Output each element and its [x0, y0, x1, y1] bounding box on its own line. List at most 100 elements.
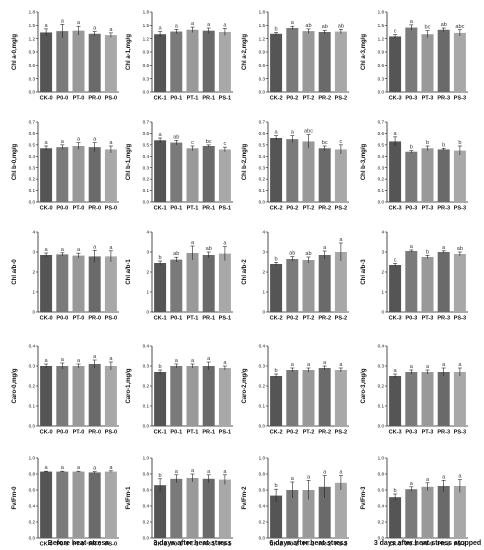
x-tick-label: PS-2 [335, 206, 347, 212]
bar [334, 482, 347, 538]
significance-letter: a [410, 364, 414, 370]
y-tick-label: 0.4 [259, 344, 266, 349]
x-tick-label: CK-0 [40, 542, 53, 548]
x-tick-label: PT-0 [73, 542, 85, 548]
significance-letter: a [442, 245, 446, 251]
x-tick-label: PT-0 [73, 316, 85, 322]
y-axis-label: Fv/Fm-3 [361, 486, 367, 510]
x-tick-label: CK-1 [154, 430, 167, 436]
x-tick-label: PS-3 [454, 96, 466, 102]
y-axis-label: Chl b-2,mg/g [242, 144, 248, 181]
y-axis-label: Fv/Fm-1 [126, 486, 132, 510]
significance-letter: a [45, 23, 49, 29]
bar [40, 471, 53, 538]
bar [186, 29, 199, 92]
y-tick-label: 0.8 [259, 472, 266, 477]
significance-letter: b [458, 140, 461, 146]
x-tick-label: PR-3 [437, 542, 450, 548]
significance-letter: c [394, 29, 397, 35]
y-tick-label: 4 [262, 230, 265, 235]
x-tick-label: CK-3 [389, 206, 402, 212]
bar [437, 252, 450, 312]
y-tick-label: 0.0 [29, 90, 36, 95]
x-tick-label: PS-2 [335, 430, 347, 436]
y-tick-label: 0.0 [143, 90, 150, 95]
y-tick-label: 0.4 [378, 344, 385, 349]
y-tick-label: 0.6 [259, 63, 266, 68]
x-tick-label: P0-0 [56, 430, 68, 436]
x-tick-label: PR-0 [88, 316, 101, 322]
bar [40, 148, 53, 202]
y-tick-label: 0.5 [29, 142, 36, 147]
x-tick-label: PS-1 [219, 206, 231, 212]
significance-letter: a [93, 137, 97, 143]
significance-letter: a [307, 362, 311, 368]
x-tick-label: P0-2 [286, 206, 298, 212]
y-axis-label: Caro-0,mg/g [12, 368, 18, 403]
bar [421, 34, 434, 92]
significance-letter: a [207, 356, 211, 362]
x-tick-label: CK-0 [40, 96, 53, 102]
y-axis-label: Chl b-1,mg/g [126, 144, 132, 181]
significance-letter: ab [206, 246, 212, 252]
x-tick-label: P0-3 [405, 430, 417, 436]
x-tick-label: PT-3 [422, 542, 434, 548]
x-tick-label: PR-0 [88, 96, 101, 102]
y-axis-label: Chl a/b-0 [12, 259, 18, 285]
bar [334, 370, 347, 426]
bar [334, 252, 347, 312]
y-tick-label: 0.8 [378, 472, 385, 477]
x-tick-label: PT-1 [187, 430, 199, 436]
y-tick-label: 0.3 [29, 165, 36, 170]
significance-letter: a [93, 466, 97, 472]
bar [318, 368, 331, 426]
significance-letter: a [93, 244, 97, 250]
x-tick-label: PS-0 [105, 542, 117, 548]
bar [437, 372, 450, 426]
y-axis-label: Chl b-0,mg/g [12, 144, 18, 181]
y-tick-label: 0.0 [29, 536, 36, 541]
bar [186, 148, 199, 202]
bar [389, 376, 402, 426]
y-tick-label: 0.1 [143, 188, 150, 193]
significance-letter: a [291, 476, 295, 482]
y-tick-label: 0.7 [143, 120, 150, 125]
x-tick-label: PT-2 [303, 430, 315, 436]
x-tick-label: PR-3 [437, 206, 450, 212]
y-axis-label: Caro-3,mg/g [361, 368, 367, 403]
y-axis-label: Caro-1,mg/g [126, 368, 132, 403]
x-tick-label: PR-2 [318, 316, 331, 322]
y-tick-label: 0 [146, 310, 149, 315]
significance-letter: a [339, 362, 343, 368]
significance-letter: a [61, 247, 65, 253]
y-tick-label: 0.2 [259, 384, 266, 389]
y-tick-label: 1.8 [378, 10, 385, 15]
y-axis-label: Chl a-2,mg/g [242, 34, 248, 70]
y-tick-label: 1.8 [143, 10, 150, 15]
bar [453, 254, 466, 312]
x-tick-label: P0-1 [170, 96, 182, 102]
y-tick-label: 0.4 [29, 154, 36, 159]
y-tick-label: 0.1 [143, 404, 150, 409]
significance-letter: a [109, 27, 113, 33]
x-tick-label: PR-2 [318, 542, 331, 548]
x-tick-label: PR-1 [202, 316, 215, 322]
y-tick-label: 2 [262, 270, 265, 275]
y-tick-label: 0.6 [29, 131, 36, 136]
bar [453, 32, 466, 92]
bar [186, 253, 199, 312]
y-tick-label: 1.5 [29, 23, 36, 28]
bar [286, 259, 299, 312]
significance-letter: ab [457, 246, 463, 252]
y-tick-label: 0.6 [378, 63, 385, 68]
y-tick-label: 0.9 [143, 50, 150, 55]
x-tick-label: PS-1 [219, 430, 231, 436]
y-tick-label: 0.7 [378, 120, 385, 125]
x-tick-label: PT-3 [422, 316, 434, 322]
bar [202, 146, 215, 202]
bar [318, 486, 331, 538]
y-tick-label: 0.1 [378, 404, 385, 409]
y-tick-label: 3 [32, 250, 35, 255]
x-tick-label: PT-3 [422, 430, 434, 436]
bar [389, 265, 402, 312]
